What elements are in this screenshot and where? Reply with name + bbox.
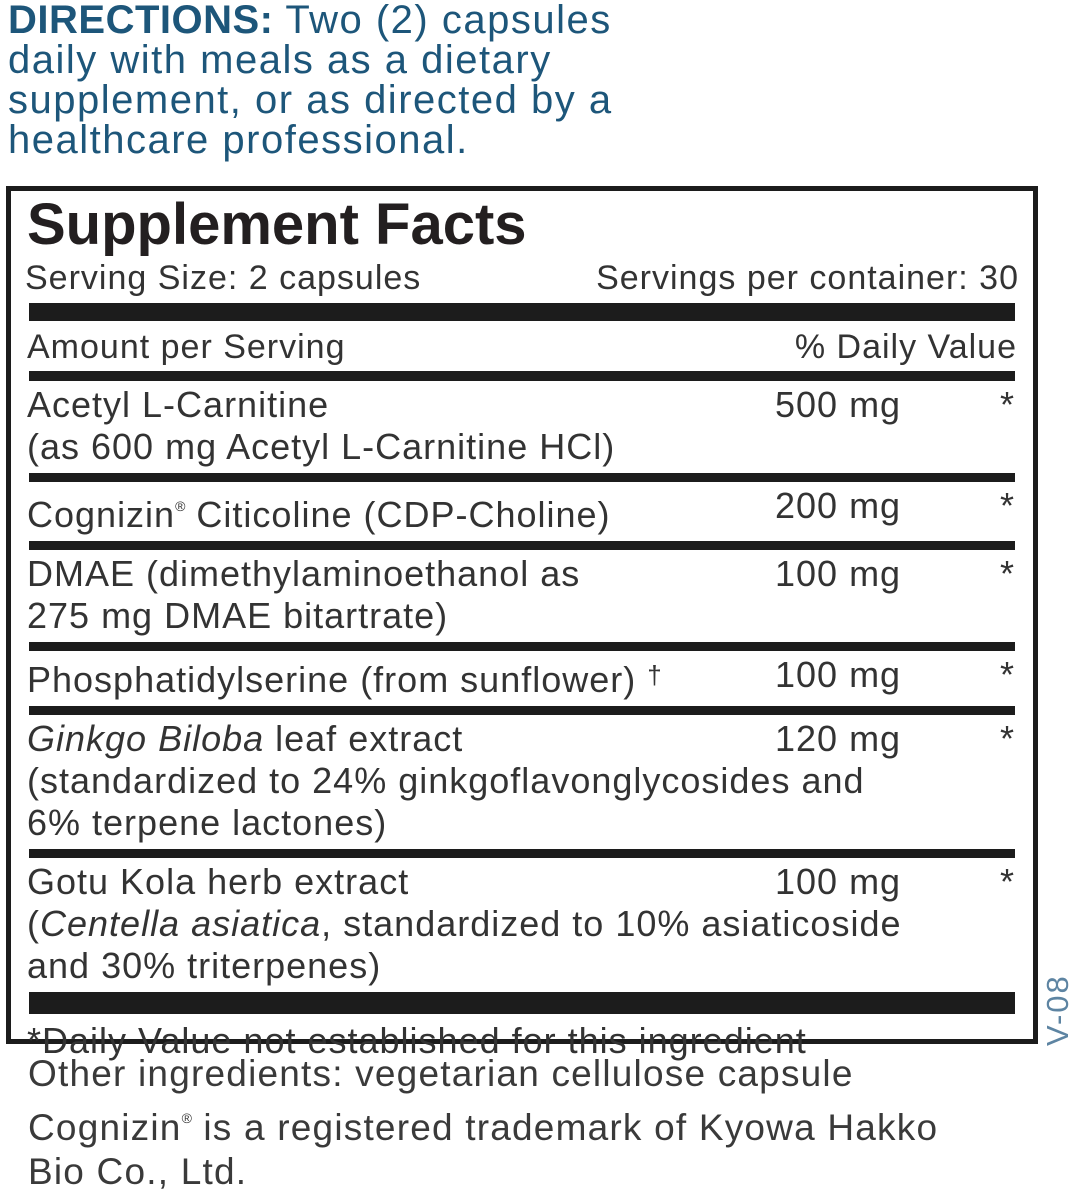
ingredient-latin-name: Centella asiatica bbox=[40, 903, 322, 944]
version-code: V-08 bbox=[1040, 974, 1075, 1046]
ingredient-name-latin: Ginkgo Biloba bbox=[27, 718, 265, 759]
ingredient-name: Phosphatidylserine (from sunflower) † bbox=[27, 654, 775, 701]
dagger-mark: † bbox=[647, 660, 663, 690]
ingredient-name-text: Citicoline (CDP-Choline) bbox=[185, 494, 611, 535]
ingredient-detail-line: (as 600 mg Acetyl L-Carnitine HCl) bbox=[27, 426, 616, 467]
column-header-daily-value: % Daily Value bbox=[794, 328, 1017, 366]
trademark-line2: Bio Co., Ltd. bbox=[28, 1151, 248, 1192]
ingredient-name: Acetyl L-Carnitine bbox=[27, 384, 330, 425]
divider-bar-row bbox=[29, 849, 1015, 858]
divider-bar-bottom bbox=[29, 992, 1015, 1014]
other-ingredients-line: Other ingredients: vegetarian cellulose … bbox=[28, 1053, 854, 1094]
ingredient-daily-value: * bbox=[999, 485, 1015, 526]
ingredient-row-phosphatidylserine: Phosphatidylserine (from sunflower) † 10… bbox=[25, 651, 1019, 706]
supplement-facts-panel: Supplement Facts Serving Size: 2 capsule… bbox=[6, 186, 1038, 1061]
column-header-row: Amount per Serving % Daily Value bbox=[25, 321, 1019, 371]
ingredient-main-line: DMAE (dimethylaminoethanol as 100 mg * bbox=[27, 553, 1017, 595]
ingredient-amount: 100 mg bbox=[775, 861, 902, 902]
ingredient-row-ginkgo-biloba: Ginkgo Biloba leaf extract 120 mg * (sta… bbox=[25, 715, 1019, 849]
daily-value-footnote: *Daily Value not established for this in… bbox=[27, 1020, 807, 1061]
ingredient-main-line: Cognizin® Citicoline (CDP-Choline) 200 m… bbox=[27, 485, 1017, 536]
ingredient-name-text: Phosphatidylserine (from sunflower) bbox=[27, 659, 648, 700]
ingredient-name-text: leaf extract bbox=[264, 718, 464, 759]
column-header-amount: Amount per Serving bbox=[27, 328, 346, 366]
servings-per-container: Servings per container: 30 bbox=[596, 259, 1019, 297]
ingredient-row-acetyl-l-carnitine: Acetyl L-Carnitine 500 mg * (as 600 mg A… bbox=[25, 381, 1019, 473]
ingredient-row-dmae: DMAE (dimethylaminoethanol as 100 mg * 2… bbox=[25, 550, 1019, 642]
directions-line: supplement, or as directed by a bbox=[8, 78, 613, 122]
directions-line-text: Two (2) capsules bbox=[273, 0, 612, 42]
directions-label: DIRECTIONS: bbox=[8, 0, 274, 42]
serving-info-row: Serving Size: 2 capsules Servings per co… bbox=[25, 257, 1019, 299]
directions-line: daily with meals as a dietary bbox=[8, 38, 552, 82]
ingredient-daily-value: * bbox=[999, 718, 1015, 759]
ingredient-main-line: Acetyl L-Carnitine 500 mg * bbox=[27, 384, 1017, 426]
supplement-facts-title: Supplement Facts bbox=[27, 192, 527, 257]
serving-size: Serving Size: 2 capsules bbox=[25, 259, 422, 297]
ingredient-name-text: Cognizin bbox=[27, 494, 176, 535]
ingredient-daily-value: * bbox=[999, 861, 1015, 902]
ingredient-main-line: Phosphatidylserine (from sunflower) † 10… bbox=[27, 654, 1017, 701]
ingredient-name: Ginkgo Biloba leaf extract bbox=[27, 718, 775, 760]
ingredient-daily-value: * bbox=[999, 553, 1015, 594]
trademark-text: is a registered trademark of Kyowa Hakko bbox=[191, 1107, 939, 1148]
other-ingredients-section: Other ingredients: vegetarian cellulose … bbox=[28, 1052, 1038, 1194]
ingredient-amount: 100 mg bbox=[775, 553, 902, 594]
ingredient-name: Cognizin® Citicoline (CDP-Choline) bbox=[27, 485, 775, 536]
divider-bar-row bbox=[29, 473, 1015, 482]
ingredient-amount: 500 mg bbox=[775, 384, 902, 425]
ingredient-daily-value: * bbox=[999, 654, 1015, 695]
directions-line: healthcare professional. bbox=[8, 118, 469, 162]
detail-text: , standardized to 10% asiaticoside bbox=[321, 903, 902, 944]
divider-bar-medium bbox=[29, 371, 1015, 381]
detail-text: ( bbox=[27, 903, 40, 944]
directions-line: DIRECTIONS: Two (2) capsules bbox=[8, 0, 1068, 40]
registered-trademark-mark: ® bbox=[175, 498, 186, 514]
ingredient-detail-line: 275 mg DMAE bitartrate) bbox=[27, 595, 449, 636]
ingredient-detail-line: (standardized to 24% ginkgoflavonglycosi… bbox=[27, 760, 865, 801]
divider-bar-thick bbox=[29, 303, 1015, 321]
trademark-line: Cognizin® is a registered trademark of K… bbox=[28, 1096, 1038, 1150]
ingredient-row-gotu-kola: Gotu Kola herb extract 100 mg * (Centell… bbox=[25, 858, 1019, 992]
registered-trademark-mark: ® bbox=[181, 1110, 192, 1126]
ingredient-daily-value: * bbox=[999, 384, 1015, 425]
ingredient-detail-line: 6% terpene lactones) bbox=[27, 802, 388, 843]
ingredient-detail-line: (Centella asiatica, standardized to 10% … bbox=[27, 903, 1017, 945]
ingredient-main-line: Ginkgo Biloba leaf extract 120 mg * bbox=[27, 718, 1017, 760]
ingredient-row-cognizin-citicoline: Cognizin® Citicoline (CDP-Choline) 200 m… bbox=[25, 482, 1019, 541]
divider-bar-row bbox=[29, 642, 1015, 651]
directions-paragraph: DIRECTIONS: Two (2) capsules daily with … bbox=[8, 0, 1068, 160]
divider-bar-row bbox=[29, 541, 1015, 550]
ingredient-main-line: Gotu Kola herb extract 100 mg * bbox=[27, 861, 1017, 903]
divider-bar-row bbox=[29, 706, 1015, 715]
ingredient-amount: 120 mg bbox=[775, 718, 902, 759]
ingredient-amount: 200 mg bbox=[775, 485, 902, 526]
ingredient-detail-line: and 30% triterpenes) bbox=[27, 945, 382, 986]
trademark-text: Cognizin bbox=[28, 1107, 182, 1148]
ingredient-name: Gotu Kola herb extract bbox=[27, 861, 410, 902]
ingredient-amount: 100 mg bbox=[775, 654, 902, 695]
ingredient-name: DMAE (dimethylaminoethanol as bbox=[27, 553, 581, 594]
